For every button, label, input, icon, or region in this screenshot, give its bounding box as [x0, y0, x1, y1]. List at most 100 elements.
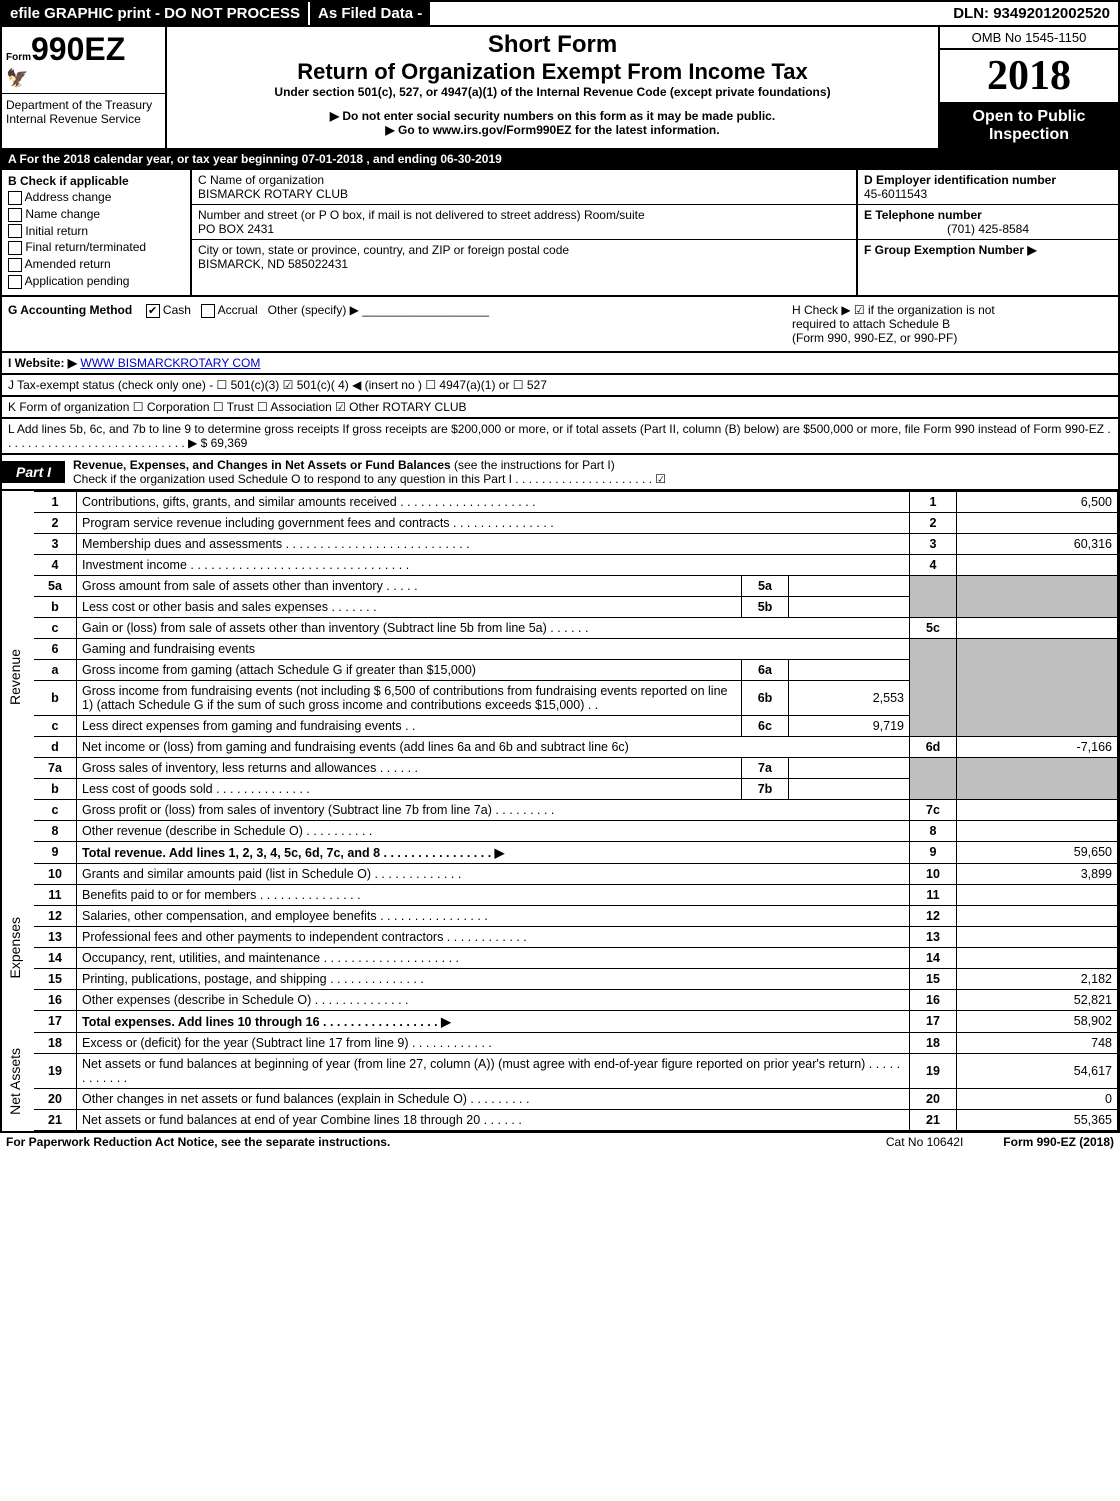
line-6d: d Net income or (loss) from gaming and f… [2, 736, 1118, 757]
gh-row: G Accounting Method Cash Accrual Other (… [2, 297, 1118, 353]
goto-link[interactable]: ▶ Go to www.irs.gov/Form990EZ for the la… [175, 123, 930, 137]
chk-name-change[interactable]: Name change [8, 207, 184, 222]
l7ab-rval-grey [957, 757, 1118, 799]
chk-address-change[interactable]: Address change [8, 190, 184, 205]
l6c-desc: Less direct expenses from gaming and fun… [77, 715, 742, 736]
line-5c: c Gain or (loss) from sale of assets oth… [2, 617, 1118, 638]
l7a-midval [789, 757, 910, 778]
l5a-num: 5a [34, 575, 77, 596]
line-2: 2 Program service revenue including gove… [2, 512, 1118, 533]
l21-rval: 55,365 [957, 1109, 1118, 1130]
line-1: Revenue 1 Contributions, gifts, grants, … [2, 491, 1118, 512]
side-expenses-label: Expenses [7, 917, 23, 978]
line-6: 6 Gaming and fundraising events [2, 638, 1118, 659]
l2-num: 2 [34, 512, 77, 533]
section-j: J Tax-exempt status (check only one) - ☐… [2, 375, 1118, 397]
l6a-num: a [34, 659, 77, 680]
org-name-row: C Name of organization BISMARCK ROTARY C… [192, 170, 856, 205]
form-number-box: Form 990EZ 🦅 [2, 27, 167, 94]
line-11: 11 Benefits paid to or for members . . .… [2, 884, 1118, 905]
line-17: 17 Total expenses. Add lines 10 through … [2, 1010, 1118, 1032]
lines-table: Revenue 1 Contributions, gifts, grants, … [2, 491, 1118, 1131]
l16-num: 16 [34, 989, 77, 1010]
website-link[interactable]: WWW BISMARCKROTARY COM [80, 356, 260, 370]
l6-num: 6 [34, 638, 77, 659]
l6a-midnum: 6a [742, 659, 789, 680]
l4-rval [957, 554, 1118, 575]
part-i-subtitle: Check if the organization used Schedule … [73, 472, 666, 486]
open-public: Open to Public Inspection [940, 104, 1118, 148]
l6c-midval: 9,719 [789, 715, 910, 736]
l7c-rnum: 7c [910, 799, 957, 820]
l1-rval: 6,500 [957, 491, 1118, 512]
l16-rnum: 16 [910, 989, 957, 1010]
l14-rnum: 14 [910, 947, 957, 968]
l18-rval: 748 [957, 1032, 1118, 1053]
city-row: City or town, state or province, country… [192, 240, 856, 274]
l11-num: 11 [34, 884, 77, 905]
l15-rval: 2,182 [957, 968, 1118, 989]
line-18: Net Assets 18 Excess or (deficit) for th… [2, 1032, 1118, 1053]
l8-num: 8 [34, 820, 77, 841]
street-value: PO BOX 2431 [198, 222, 850, 236]
l7b-midnum: 7b [742, 778, 789, 799]
l6b-num: b [34, 680, 77, 715]
l14-desc: Occupancy, rent, utilities, and maintena… [77, 947, 910, 968]
omb-number: OMB No 1545-1150 [940, 27, 1118, 50]
chk-cash[interactable] [146, 304, 160, 318]
chk-accrual[interactable] [201, 304, 215, 318]
line-9: 9 Total revenue. Add lines 1, 2, 3, 4, 5… [2, 841, 1118, 863]
l10-desc: Grants and similar amounts paid (list in… [77, 863, 910, 884]
l1-rnum: 1 [910, 491, 957, 512]
line-8: 8 Other revenue (describe in Schedule O)… [2, 820, 1118, 841]
chk-initial-return-label: Initial return [25, 224, 88, 238]
eagle-icon: 🦅 [6, 68, 161, 89]
dept1: Department of the Treasury [6, 98, 161, 112]
l1-desc: Contributions, gifts, grants, and simila… [77, 491, 910, 512]
line-12: 12 Salaries, other compensation, and emp… [2, 905, 1118, 926]
chk-initial-return[interactable]: Initial return [8, 224, 184, 239]
l17-desc: Total expenses. Add lines 10 through 16 … [77, 1010, 910, 1032]
l5ab-rval-grey [957, 575, 1118, 617]
efile-label: efile GRAPHIC print - DO NOT PROCESS [2, 2, 308, 25]
line-15: 15 Printing, publications, postage, and … [2, 968, 1118, 989]
l7c-num: c [34, 799, 77, 820]
chk-name-change-label: Name change [25, 207, 100, 221]
goto-text: ▶ Go to www.irs.gov/Form990EZ for the la… [385, 123, 719, 137]
l6d-desc: Net income or (loss) from gaming and fun… [77, 736, 910, 757]
l6b-midnum: 6b [742, 680, 789, 715]
footer-right: Form 990-EZ (2018) [1003, 1135, 1114, 1149]
l19-desc: Net assets or fund balances at beginning… [77, 1053, 910, 1088]
line-21: 21 Net assets or fund balances at end of… [2, 1109, 1118, 1130]
l6a-desc: Gross income from gaming (attach Schedul… [77, 659, 742, 680]
chk-final-return[interactable]: Final return/terminated [8, 240, 184, 255]
l5a-midval [789, 575, 910, 596]
footer: For Paperwork Reduction Act Notice, see … [0, 1133, 1120, 1151]
side-netassets-label: Net Assets [7, 1048, 23, 1115]
chk-amended-return[interactable]: Amended return [8, 257, 184, 272]
chk-application-pending[interactable]: Application pending [8, 274, 184, 289]
section-h: H Check ▶ ☑ if the organization is not r… [792, 303, 1112, 345]
l20-rval: 0 [957, 1088, 1118, 1109]
section-k-text: K Form of organization ☐ Corporation ☐ T… [8, 400, 467, 414]
line-19: 19 Net assets or fund balances at beginn… [2, 1053, 1118, 1088]
l9-rval: 59,650 [957, 841, 1118, 863]
ein-label: D Employer identification number [864, 173, 1056, 187]
l7ab-rnum-grey [910, 757, 957, 799]
chk-application-pending-label: Application pending [25, 274, 130, 288]
l13-num: 13 [34, 926, 77, 947]
l16-rval: 52,821 [957, 989, 1118, 1010]
l19-rval: 54,617 [957, 1053, 1118, 1088]
l5c-desc: Gain or (loss) from sale of assets other… [77, 617, 910, 638]
l18-desc: Excess or (deficit) for the year (Subtra… [77, 1032, 910, 1053]
h-line2: required to attach Schedule B [792, 317, 1112, 331]
form-prefix: Form [6, 52, 31, 63]
l20-desc: Other changes in net assets or fund bala… [77, 1088, 910, 1109]
l17-num: 17 [34, 1010, 77, 1032]
website-label: I Website: ▶ [8, 356, 77, 370]
l7b-desc: Less cost of goods sold . . . . . . . . … [77, 778, 742, 799]
l14-num: 14 [34, 947, 77, 968]
l7a-desc: Gross sales of inventory, less returns a… [77, 757, 742, 778]
part-i-tab: Part I [2, 461, 65, 483]
l6b-midval: 2,553 [789, 680, 910, 715]
